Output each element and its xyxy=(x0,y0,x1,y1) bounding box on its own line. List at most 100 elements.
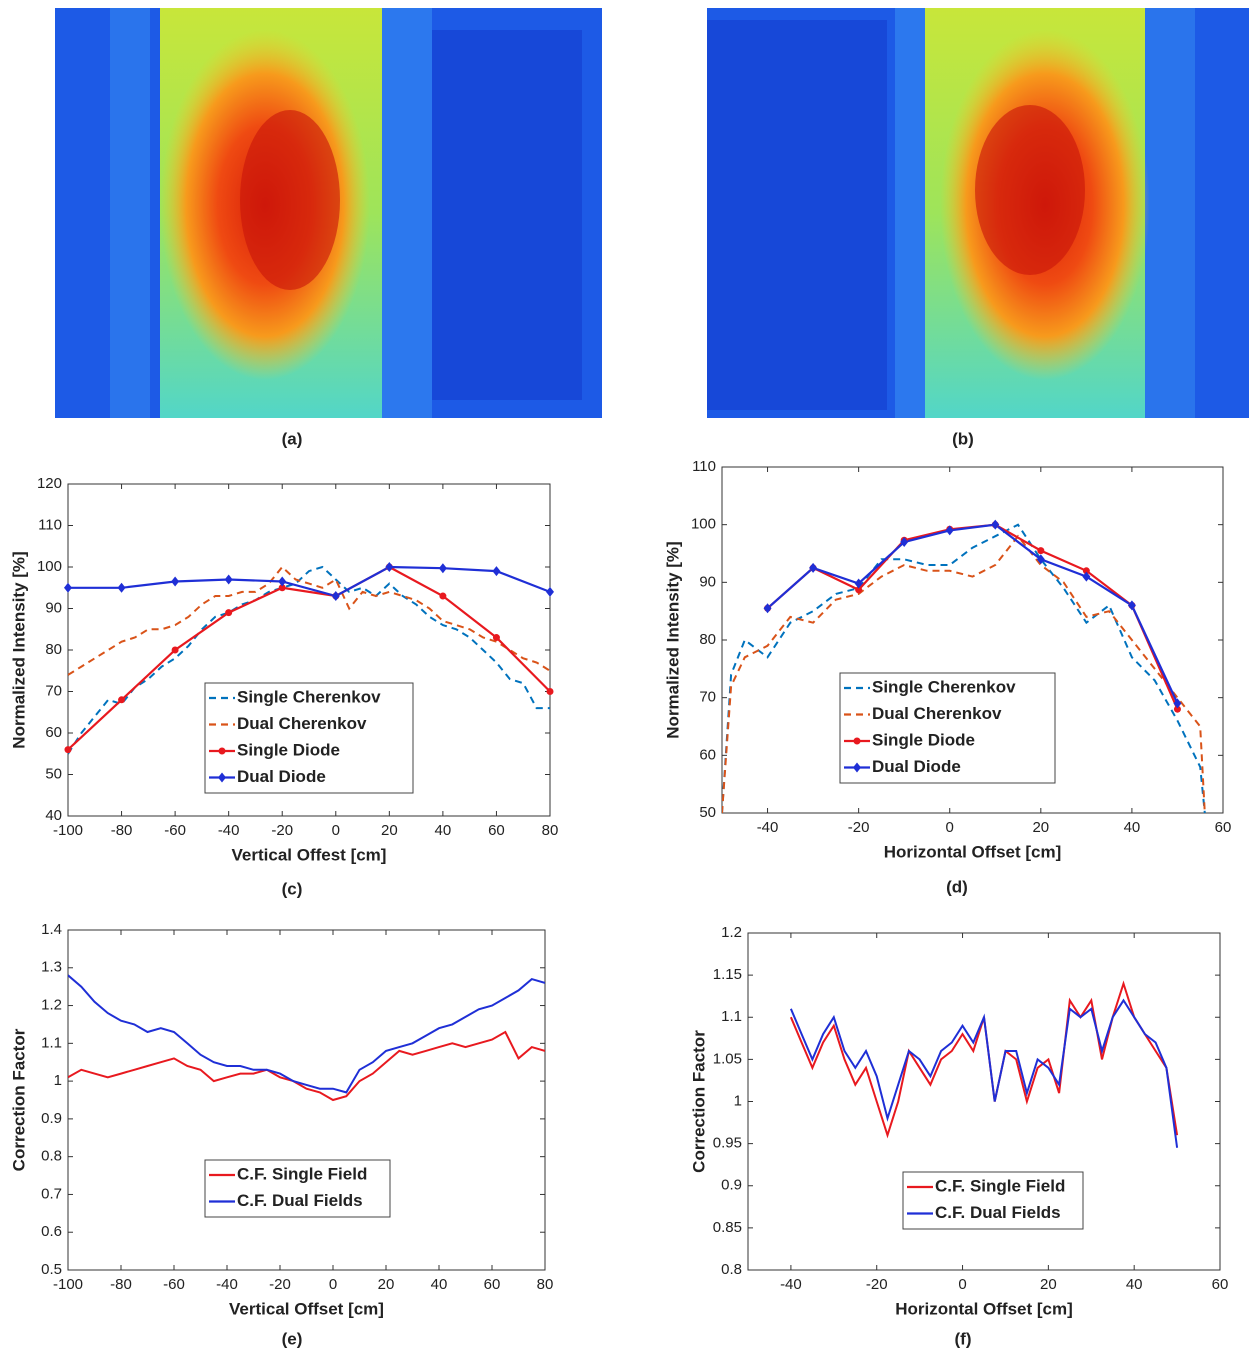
marker xyxy=(492,634,500,642)
y-tick-label: 50 xyxy=(699,804,716,821)
legend-box xyxy=(204,682,414,794)
image-a xyxy=(55,8,602,418)
legend-label: Dual Cherenkov xyxy=(237,714,367,733)
x-tick-label: -100 xyxy=(53,1276,83,1293)
series-line xyxy=(68,565,550,676)
y-tick-label: 100 xyxy=(37,558,62,575)
legend-marker xyxy=(853,762,861,773)
legend-marker xyxy=(853,737,861,745)
x-tick-label: -60 xyxy=(163,1276,185,1293)
x-tick-label: 60 xyxy=(484,1276,501,1293)
x-tick-label: 0 xyxy=(332,822,340,839)
marker xyxy=(171,646,179,654)
legend-label: Single Cherenkov xyxy=(237,687,381,706)
legend-marker xyxy=(218,772,226,783)
series-group xyxy=(722,523,1206,813)
marker xyxy=(64,582,72,593)
marker xyxy=(1082,567,1090,575)
y-axis-label: Correction Factor xyxy=(9,1028,28,1171)
y-tick-label: 0.6 xyxy=(41,1223,62,1240)
y-tick-label: 80 xyxy=(45,641,62,658)
x-tick-label: 40 xyxy=(431,1276,448,1293)
y-tick-label: 1.3 xyxy=(41,959,62,976)
plot-area xyxy=(67,929,546,1271)
series-group xyxy=(789,980,1179,1148)
x-axis-label: Horizontal Offset [cm] xyxy=(895,1299,1073,1318)
x-tick-label: 0 xyxy=(946,819,954,836)
x-tick-label: -100 xyxy=(53,822,83,839)
y-tick-label: 50 xyxy=(45,765,62,782)
caption: (a) xyxy=(282,429,303,448)
marker xyxy=(991,519,1000,530)
marker xyxy=(224,574,233,585)
marker xyxy=(439,592,447,600)
x-tick-label: -20 xyxy=(271,822,293,839)
marker xyxy=(278,576,287,587)
x-tick-label: 60 xyxy=(488,822,505,839)
marker xyxy=(64,746,72,754)
caption: (c) xyxy=(282,879,303,898)
marker xyxy=(278,584,286,592)
y-tick-label: 0.8 xyxy=(41,1148,62,1165)
legend-label: Single Diode xyxy=(872,730,975,749)
x-axis-label: Vertical Offset [cm] xyxy=(229,1299,384,1318)
y-tick-label: 1 xyxy=(734,1092,742,1109)
marker xyxy=(1036,554,1045,565)
x-tick-label: 0 xyxy=(958,1276,966,1293)
x-tick-label: 20 xyxy=(378,1276,395,1293)
y-tick-label: 90 xyxy=(699,573,716,590)
x-tick-label: -80 xyxy=(110,1276,132,1293)
x-tick-label: 80 xyxy=(542,822,559,839)
x-axis-label: Horizontal Offset [cm] xyxy=(884,842,1062,861)
legend-label: C.F. Dual Fields xyxy=(237,1191,363,1210)
legend-label: Single Diode xyxy=(237,740,340,759)
y-tick-label: 0.8 xyxy=(721,1261,742,1278)
caption: (f) xyxy=(955,1329,972,1348)
y-tick-label: 0.5 xyxy=(41,1261,62,1278)
x-tick-label: 20 xyxy=(1032,819,1049,836)
y-tick-label: 1.4 xyxy=(41,921,62,938)
caption: (b) xyxy=(952,429,974,448)
caption: (d) xyxy=(946,877,968,896)
y-tick-label: 120 xyxy=(37,475,62,492)
y-tick-label: 110 xyxy=(692,458,716,475)
image-b xyxy=(707,8,1249,418)
x-tick-label: -40 xyxy=(757,819,779,836)
series-line xyxy=(766,523,1179,704)
x-tick-label: 20 xyxy=(1040,1276,1057,1293)
marker xyxy=(854,578,863,589)
x-tick-label: -20 xyxy=(269,1276,291,1293)
y-tick-label: 1.05 xyxy=(713,1050,742,1067)
marker xyxy=(763,603,772,614)
x-tick-label: 60 xyxy=(1215,819,1232,836)
y-axis-label: Normalized Intensity [%] xyxy=(9,551,28,748)
series-line xyxy=(68,565,550,598)
series-line xyxy=(68,1030,545,1102)
legend-label: Dual Diode xyxy=(872,757,961,776)
x-tick-label: -40 xyxy=(216,1276,238,1293)
legend-box xyxy=(902,1171,1084,1230)
marker xyxy=(117,582,126,593)
y-tick-label: 0.9 xyxy=(41,1110,62,1127)
x-tick-label: 60 xyxy=(1212,1276,1229,1293)
caption: (e) xyxy=(282,1329,303,1348)
marker xyxy=(492,566,501,577)
y-tick-label: 80 xyxy=(699,631,716,648)
legend-marker xyxy=(218,747,226,755)
y-tick-label: 0.85 xyxy=(713,1219,742,1236)
marker xyxy=(900,536,909,547)
marker xyxy=(546,586,554,597)
marker xyxy=(171,576,180,587)
legend-label: C.F. Single Field xyxy=(237,1164,367,1183)
legend-label: Dual Cherenkov xyxy=(872,704,1002,723)
x-tick-label: -40 xyxy=(780,1276,802,1293)
y-tick-label: 70 xyxy=(45,682,62,699)
marker xyxy=(225,609,233,617)
legend-label: C.F. Single Field xyxy=(935,1176,1065,1195)
legend-box xyxy=(204,1159,391,1218)
y-tick-label: 1.2 xyxy=(41,997,62,1014)
marker xyxy=(1127,600,1136,611)
legend-label: C.F. Dual Fields xyxy=(935,1203,1061,1222)
marker xyxy=(546,688,554,695)
x-tick-label: 80 xyxy=(537,1276,554,1293)
